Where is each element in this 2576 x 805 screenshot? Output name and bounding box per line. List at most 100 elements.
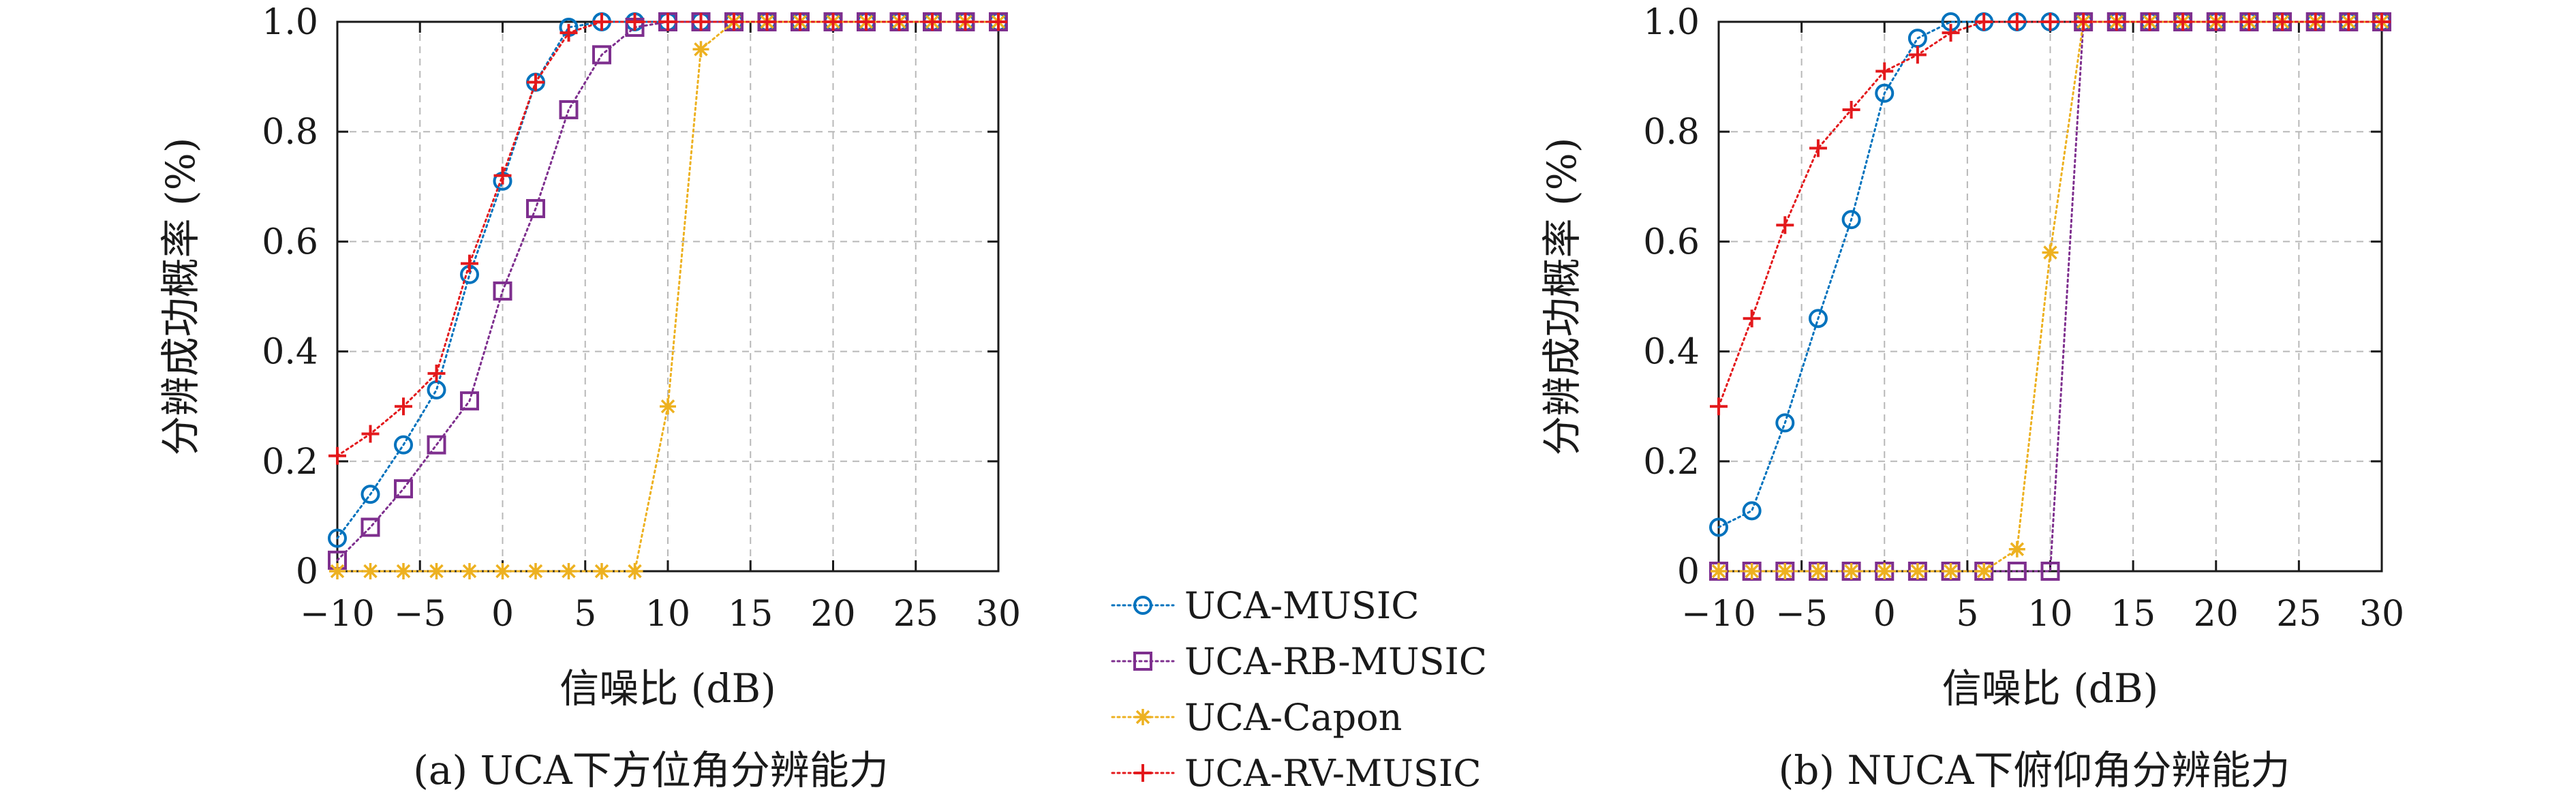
data-point [1777, 563, 1794, 579]
data-point [2141, 13, 2159, 31]
data-point [1942, 24, 1960, 42]
data-point [2042, 244, 2059, 261]
data-point [1975, 13, 1993, 31]
data-point [1710, 397, 1728, 416]
data-point [493, 281, 512, 301]
data-point [1709, 517, 1728, 537]
x-tick-label: −5 [394, 594, 446, 635]
data-point [560, 563, 577, 579]
data-point [659, 13, 677, 31]
data-point [428, 563, 445, 579]
legend: UCA-MUSIC UCA-RB-MUSIC UCA-Capon UCA-RV-MUS… [1111, 584, 1487, 795]
data-point [1909, 563, 1926, 579]
data-point [593, 13, 611, 31]
data-point [2008, 13, 2026, 31]
data-point [1842, 100, 1860, 119]
chart-panel-a: −10 −5 0 5 10 15 20 25 30 0 0.2 0.4 0.6 0.8 1.0 信噪比 (dB… [157, 2, 1021, 793]
x-tick-label: 20 [810, 594, 855, 635]
y-tick-label: 0.2 [1643, 442, 1700, 483]
x-tick-label: 10 [645, 594, 690, 635]
data-point [329, 563, 346, 579]
data-point [1841, 210, 1861, 230]
data-point [394, 479, 413, 499]
x-axis-label: 信噪比 (dB) [559, 665, 776, 712]
legend-label: UCA-Capon [1184, 696, 1402, 739]
data-point [1876, 563, 1893, 579]
data-point [1743, 309, 1761, 328]
data-point [2074, 13, 2093, 31]
data-point [2174, 13, 2192, 31]
x-tick-label: 25 [2276, 594, 2321, 635]
data-point [1809, 139, 1827, 157]
data-point [1711, 563, 1727, 579]
data-point [1976, 563, 1993, 579]
data-point [1743, 563, 1760, 579]
y-tick-label: 0.8 [1643, 112, 1700, 153]
data-point [2306, 13, 2325, 31]
y-tick-label: 1.0 [262, 2, 318, 43]
series-line [1717, 20, 2383, 573]
data-point [592, 45, 611, 65]
y-tick-label: 0.4 [262, 332, 318, 373]
x-tick-label: −5 [1775, 594, 1828, 635]
data-point [890, 13, 908, 31]
data-point [460, 391, 479, 411]
data-point [427, 380, 446, 400]
legend-marker [1135, 709, 1151, 725]
data-point [461, 563, 478, 579]
data-point [791, 13, 809, 31]
data-point [990, 13, 1007, 31]
data-point [1742, 501, 1762, 521]
legend-entry: UCA-Capon [1111, 696, 1402, 739]
data-point [1775, 413, 1795, 433]
data-point [626, 563, 643, 579]
data-point [2008, 541, 2025, 558]
y-tick-label: 0.6 [1643, 222, 1700, 262]
data-point [692, 41, 709, 58]
legend-entry: UCA-MUSIC [1111, 584, 1420, 627]
data-point [559, 100, 579, 119]
data-point [1808, 309, 1828, 329]
data-point [725, 13, 743, 31]
data-point [956, 13, 975, 31]
x-tick-label: 15 [728, 594, 773, 635]
data-point [493, 166, 512, 185]
y-tick-label: 0 [1677, 551, 1700, 592]
data-point [1875, 83, 1895, 103]
y-tick-label: 0.2 [262, 442, 318, 483]
legend-marker [1133, 596, 1152, 615]
data-point [527, 563, 544, 579]
data-point [2040, 562, 2060, 581]
x-tick-label: 5 [1956, 594, 1978, 635]
y-tick-label: 1.0 [1643, 2, 1700, 43]
data-point [923, 13, 941, 31]
data-point [2373, 13, 2391, 31]
data-point [2041, 13, 2059, 31]
x-tick-label: −10 [1681, 594, 1756, 635]
data-point [1942, 563, 1959, 579]
legend-label: UCA-MUSIC [1184, 584, 1420, 627]
x-tick-label: 30 [2359, 594, 2404, 635]
data-point [328, 528, 347, 548]
panel-caption: (b) NUCA下俯仰角分辨能力 [1779, 747, 2290, 793]
data-point [1843, 563, 1860, 579]
y-axis-label: 分辨成功概率 (%) [157, 138, 204, 456]
data-point [2207, 13, 2225, 31]
data-point [395, 563, 412, 579]
data-point [395, 397, 412, 416]
data-point [427, 435, 446, 455]
data-point [2273, 13, 2292, 31]
data-point [328, 446, 346, 465]
legend-entry: UCA-RV-MUSIC [1111, 752, 1482, 795]
data-point [2240, 13, 2258, 31]
y-tick-label: 0.8 [262, 112, 318, 153]
y-tick-label: 0.4 [1643, 332, 1700, 373]
series-uca-rv-music [328, 13, 1007, 465]
series-line [336, 20, 1000, 457]
data-point [2007, 562, 2027, 581]
data-point [361, 517, 380, 537]
data-point [527, 73, 545, 91]
data-point [1908, 46, 1927, 64]
data-point [660, 398, 676, 415]
x-tick-label: 0 [1873, 594, 1896, 635]
